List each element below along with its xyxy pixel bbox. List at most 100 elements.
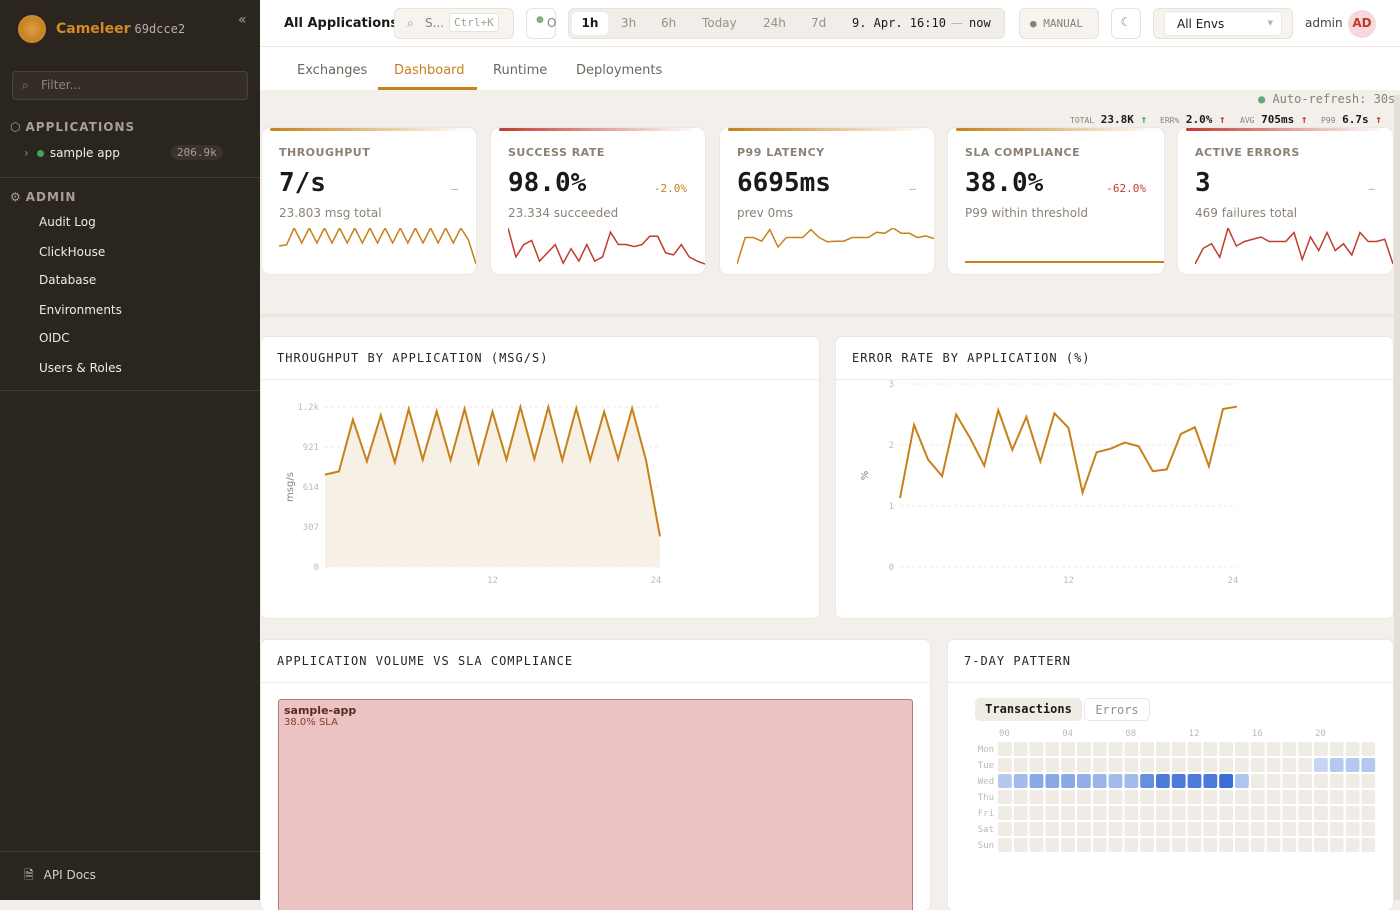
heatmap-cell <box>1030 758 1044 772</box>
heatmap-cell <box>1124 742 1138 756</box>
kpi-label: SUCCESS RATE <box>508 146 605 159</box>
heatmap-cell <box>1282 742 1296 756</box>
heatmap-cell <box>1330 838 1344 852</box>
range-24h[interactable]: 24h <box>763 16 786 30</box>
heatmap-cell <box>1014 774 1028 788</box>
stat-p99: P99 6.7s ↑ <box>1321 113 1382 126</box>
filter-input[interactable]: ⌕Filter... <box>12 71 248 100</box>
document-icon: 🗎 <box>24 868 34 882</box>
api-docs-label: API Docs <box>44 868 96 882</box>
heatmap-cell <box>1093 806 1107 820</box>
heatmap-cell <box>1282 774 1296 788</box>
sidebar-item-audit-log[interactable]: Audit Log <box>39 215 96 229</box>
heatmap-cell <box>1361 742 1375 756</box>
sidebar-item-database[interactable]: Database <box>39 273 96 287</box>
heatmap-cell <box>1267 806 1281 820</box>
heatmap-cell <box>998 774 1012 788</box>
tab-runtime[interactable]: Runtime <box>493 63 547 78</box>
heatmap-cell <box>1267 758 1281 772</box>
heatmap-cell <box>998 822 1012 836</box>
arrow-up-icon: ↑ <box>1140 113 1147 126</box>
heatmap-cell <box>1203 822 1217 836</box>
range-7d[interactable]: 7d <box>811 16 826 30</box>
collapse-sidebar-icon[interactable]: « <box>238 12 247 28</box>
stat-avg-label: AVG <box>1240 116 1254 125</box>
sidebar-item-environments[interactable]: Environments <box>39 303 122 317</box>
tab-dashboard[interactable]: Dashboard <box>394 63 465 78</box>
heatmap-cell <box>998 790 1012 804</box>
applications-label: APPLICATIONS <box>25 120 135 134</box>
theme-toggle-moon-icon[interactable]: ☾ <box>1111 8 1141 39</box>
stat-err: ERR% 2.0% ↑ <box>1160 113 1226 126</box>
user-name[interactable]: admin <box>1305 16 1343 30</box>
environment-select[interactable]: All Envs▼ <box>1153 8 1293 39</box>
heatmap-cell <box>1298 758 1312 772</box>
admin-section[interactable]: ⚙ADMIN <box>10 190 76 204</box>
search-button[interactable]: ⌕ S... Ctrl+K <box>394 8 514 39</box>
kpi-delta: -2.0% <box>654 182 687 195</box>
tab-bar: Exchanges Dashboard Runtime Deployments … <box>260 47 1400 90</box>
status-button[interactable]: ●O <box>526 8 556 39</box>
treemap-tile-sample-app[interactable]: sample-app 38.0% SLA <box>278 699 913 910</box>
heatmap-cell <box>1140 758 1154 772</box>
range-to[interactable]: now <box>969 16 991 30</box>
box-icon: ⬡ <box>10 120 21 134</box>
range-today[interactable]: Today <box>702 16 737 30</box>
sidebar-item-users-roles[interactable]: Users & Roles <box>39 361 122 375</box>
heatmap-cell <box>1172 806 1186 820</box>
status-label: O <box>547 16 556 30</box>
heatmap-cell <box>1219 774 1233 788</box>
heatmap-cell <box>1346 758 1360 772</box>
heatmap-cell <box>1235 742 1249 756</box>
heatmap-cell <box>1045 838 1059 852</box>
heatmap-cell <box>1030 774 1044 788</box>
time-range-picker: 1h 3h 6h Today 24h 7d 9. Apr. 16:10 — no… <box>568 8 1005 39</box>
x-tick-label: 16 <box>1252 729 1263 739</box>
kpi-subtitle: P99 within threshold <box>965 206 1088 220</box>
avatar[interactable]: AD <box>1348 10 1376 38</box>
heatmap-cell <box>1251 806 1265 820</box>
heatmap-cell <box>1061 806 1075 820</box>
range-1h[interactable]: 1h <box>572 12 608 35</box>
filter-placeholder: Filter... <box>41 78 81 92</box>
heatmap-cell <box>1298 838 1312 852</box>
heatmap-cell <box>1156 822 1170 836</box>
tab-deployments[interactable]: Deployments <box>576 63 662 78</box>
y-axis-label: msg/s <box>285 472 296 502</box>
heatmap-cell <box>1267 774 1281 788</box>
stat-err-label: ERR% <box>1160 116 1179 125</box>
kpi-label: SLA COMPLIANCE <box>965 146 1080 159</box>
range-6h[interactable]: 6h <box>661 16 676 30</box>
sidebar-item-oidc[interactable]: OIDC <box>39 331 70 345</box>
heatmap-cell <box>1093 758 1107 772</box>
tab-exchanges[interactable]: Exchanges <box>297 63 367 78</box>
x-tick-label: 12 <box>1189 729 1200 739</box>
applications-section[interactable]: ⬡ APPLICATIONS <box>10 120 135 134</box>
sidebar-item-clickhouse[interactable]: ClickHouse <box>39 245 105 259</box>
heatmap-cell <box>1014 806 1028 820</box>
range-3h[interactable]: 3h <box>621 16 636 30</box>
heatmap-cell <box>1314 742 1328 756</box>
tab-errors[interactable]: Errors <box>1084 698 1150 721</box>
kpi-label: THROUGHPUT <box>279 146 370 159</box>
heatmap-cell <box>1045 742 1059 756</box>
heatmap-cell <box>1188 790 1202 804</box>
heatmap-cell <box>998 758 1012 772</box>
heatmap-cell <box>1188 806 1202 820</box>
heatmap-cell <box>1093 790 1107 804</box>
heatmap-cell <box>1282 838 1296 852</box>
heatmap-cell <box>1124 822 1138 836</box>
scrollbar[interactable] <box>1394 95 1400 900</box>
refresh-mode-button[interactable]: ● MANUAL <box>1019 8 1099 39</box>
heatmap-cell <box>1188 838 1202 852</box>
tab-transactions[interactable]: Transactions <box>975 698 1082 721</box>
heatmap-cell <box>1314 774 1328 788</box>
range-from[interactable]: 9. Apr. 16:10 <box>852 16 946 30</box>
y-tick-label: 921 <box>303 443 319 453</box>
api-docs-link[interactable]: 🗎 API Docs <box>24 866 96 887</box>
